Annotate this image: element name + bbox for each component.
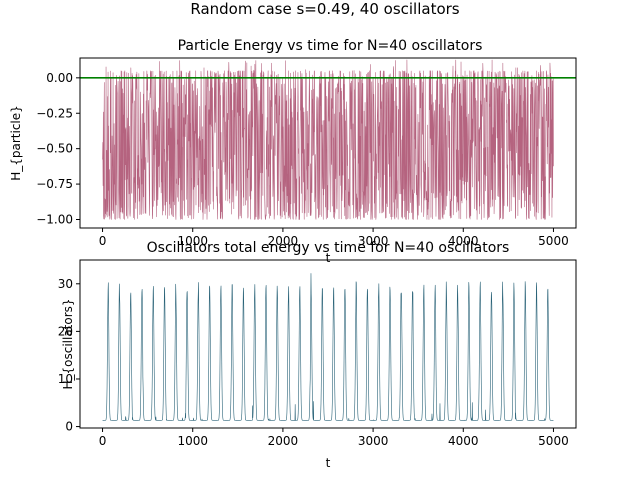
oscillator-energy-x-tick-label: 5000 — [538, 434, 569, 448]
particle-energy-axes: Particle Energy vs time for N=40 oscilla… — [9, 38, 577, 265]
oscillator-energy-title: Oscillators total energy vs time for N=4… — [147, 240, 510, 256]
particle-energy-y-tick-label: 0.00 — [46, 71, 73, 85]
particle-energy-x-tick-label: 4000 — [448, 234, 479, 248]
particle-energy-x-tick-label: 3000 — [358, 234, 389, 248]
oscillator-energy-x-tick-label: 0 — [99, 434, 107, 448]
oscillator-energy-series-group — [102, 273, 554, 421]
particle-energy-y-tick-label: −0.50 — [36, 142, 73, 156]
oscillator-energy-series-line — [102, 273, 554, 421]
oscillator-energy-y-ticks: 0 10 20 30 — [58, 277, 80, 434]
oscillator-energy-x-ticks: 0 1000 2000 3000 4000 5000 — [99, 428, 569, 448]
particle-energy-series-line — [102, 59, 554, 220]
figure-suptitle: Random case s=0.49, 40 oscillators — [190, 0, 459, 18]
oscillator-energy-axes: 0 1000 2000 3000 4000 5000 0 10 20 30 t H_{oscil… — [58, 240, 577, 470]
particle-energy-x-ticks: 0 1000 2000 3000 4000 5000 — [99, 228, 569, 248]
oscillator-energy-y-tick-label: 10 — [58, 372, 73, 386]
oscillator-energy-frame — [79, 259, 577, 429]
oscillator-energy-y-tick-label: 20 — [58, 324, 73, 338]
particle-energy-y-tick-label: −1.00 — [36, 213, 73, 227]
oscillator-energy-y-tick-label: 30 — [58, 277, 73, 291]
particle-energy-series-group — [102, 59, 554, 220]
particle-energy-y-tick-label: −0.75 — [36, 177, 73, 191]
particle-energy-title: Particle Energy vs time for N=40 oscilla… — [178, 38, 483, 54]
oscillator-energy-ylabel: H_{oscillators} — [61, 298, 75, 389]
oscillator-energy-x-tick-label: 3000 — [358, 434, 389, 448]
oscillator-energy-xlabel: t — [326, 456, 331, 470]
oscillator-energy-y-tick-label: 0 — [65, 420, 73, 434]
particle-energy-frame — [79, 57, 577, 229]
particle-energy-x-tick-label: 5000 — [538, 234, 569, 248]
oscillator-energy-x-tick-label: 1000 — [177, 434, 208, 448]
particle-energy-y-ticks: 0.00 −0.25 −0.50 −0.75 −1.00 — [36, 71, 80, 227]
particle-energy-x-tick-label: 1000 — [177, 234, 208, 248]
particle-energy-x-tick-label: 2000 — [268, 234, 299, 248]
particle-energy-x-tick-label: 0 — [99, 234, 107, 248]
oscillator-energy-x-tick-label: 4000 — [448, 434, 479, 448]
oscillator-energy-x-tick-label: 2000 — [268, 434, 299, 448]
particle-energy-xlabel: t — [326, 251, 331, 265]
particle-energy-y-tick-label: −0.25 — [36, 106, 73, 120]
particle-energy-ylabel: H_{particle} — [9, 105, 23, 181]
